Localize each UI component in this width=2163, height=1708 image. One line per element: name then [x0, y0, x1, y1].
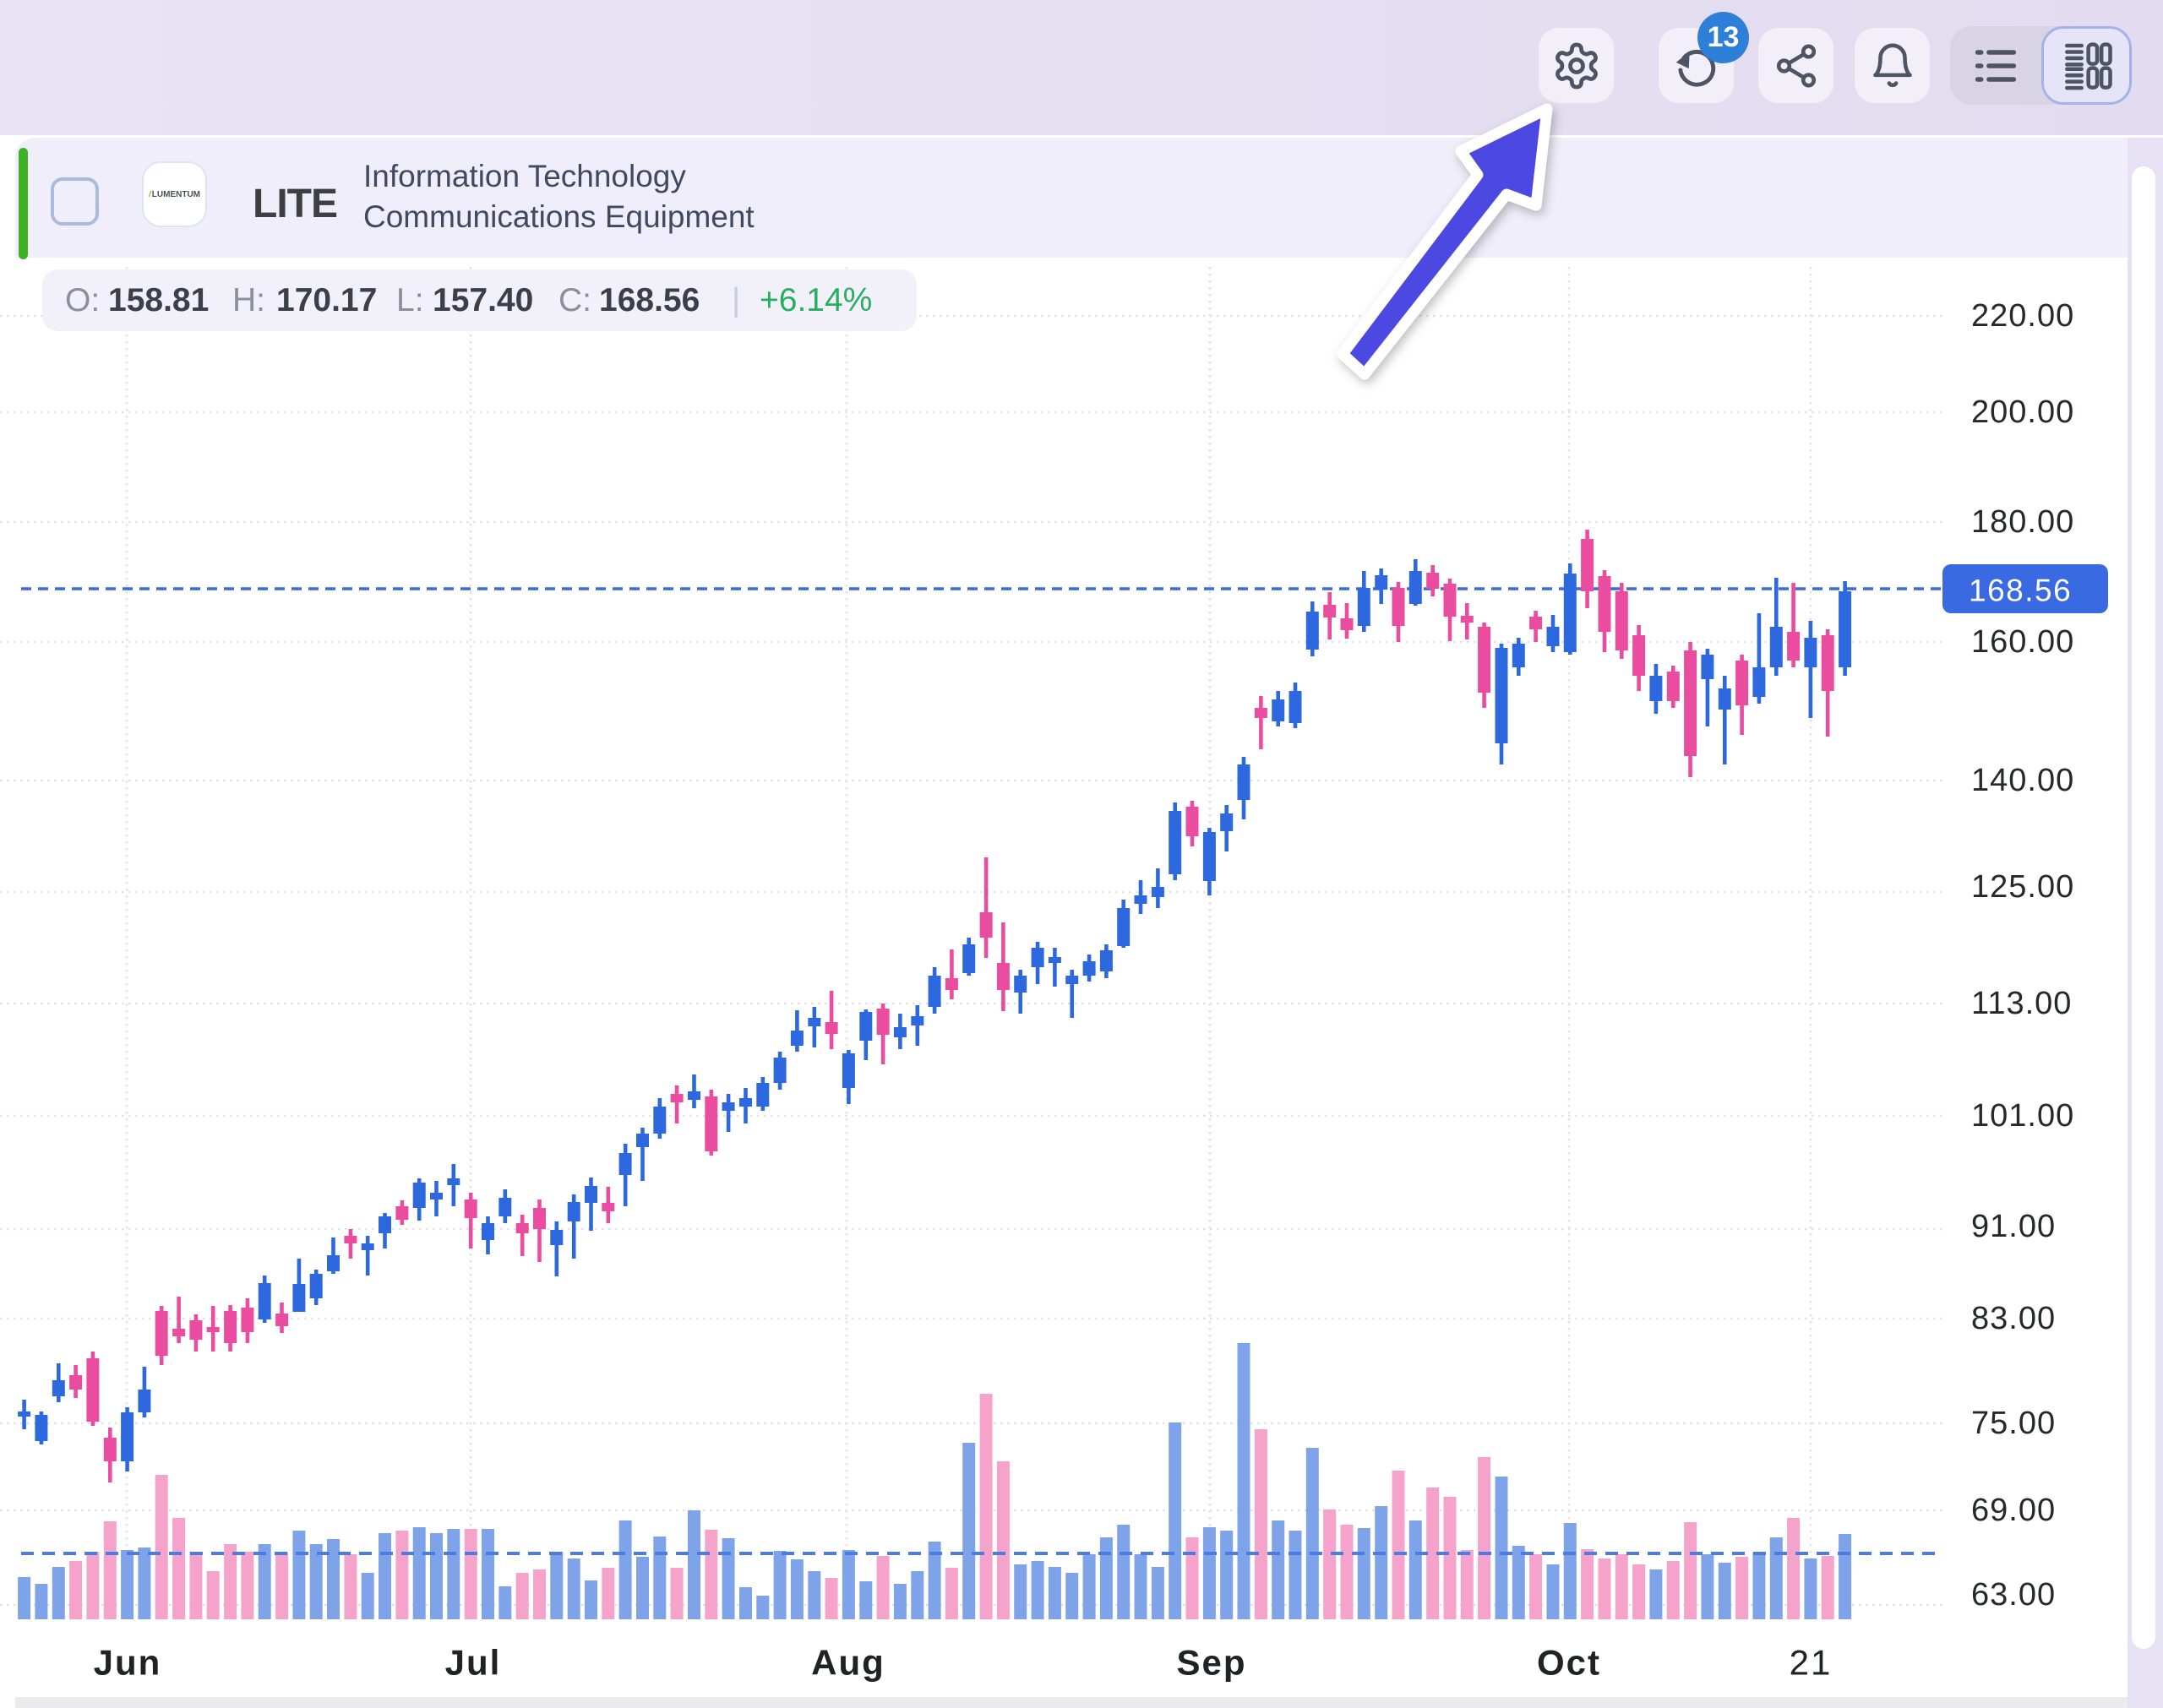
svg-text:180.00: 180.00: [1971, 504, 2074, 540]
svg-text:Jun: Jun: [94, 1643, 162, 1683]
svg-text:69.00: 69.00: [1971, 1493, 2056, 1528]
svg-text:125.00: 125.00: [1971, 869, 2074, 905]
svg-text:91.00: 91.00: [1971, 1209, 2056, 1244]
svg-text:Oct: Oct: [1537, 1643, 1601, 1683]
svg-text:Sep: Sep: [1176, 1643, 1246, 1683]
svg-text:140.00: 140.00: [1971, 763, 2074, 798]
svg-text:75.00: 75.00: [1971, 1406, 2056, 1441]
svg-text:21: 21: [1790, 1643, 1833, 1683]
svg-text:101.00: 101.00: [1971, 1098, 2074, 1134]
svg-text:220.00: 220.00: [1971, 298, 2074, 334]
svg-text:83.00: 83.00: [1971, 1301, 2056, 1336]
svg-text:160.00: 160.00: [1971, 624, 2074, 660]
svg-text:200.00: 200.00: [1971, 394, 2074, 430]
svg-text:113.00: 113.00: [1971, 986, 2072, 1021]
svg-text:Jul: Jul: [445, 1643, 502, 1683]
svg-text:63.00: 63.00: [1971, 1577, 2056, 1613]
svg-text:168.56: 168.56: [1969, 574, 2072, 608]
svg-text:Aug: Aug: [811, 1643, 885, 1683]
